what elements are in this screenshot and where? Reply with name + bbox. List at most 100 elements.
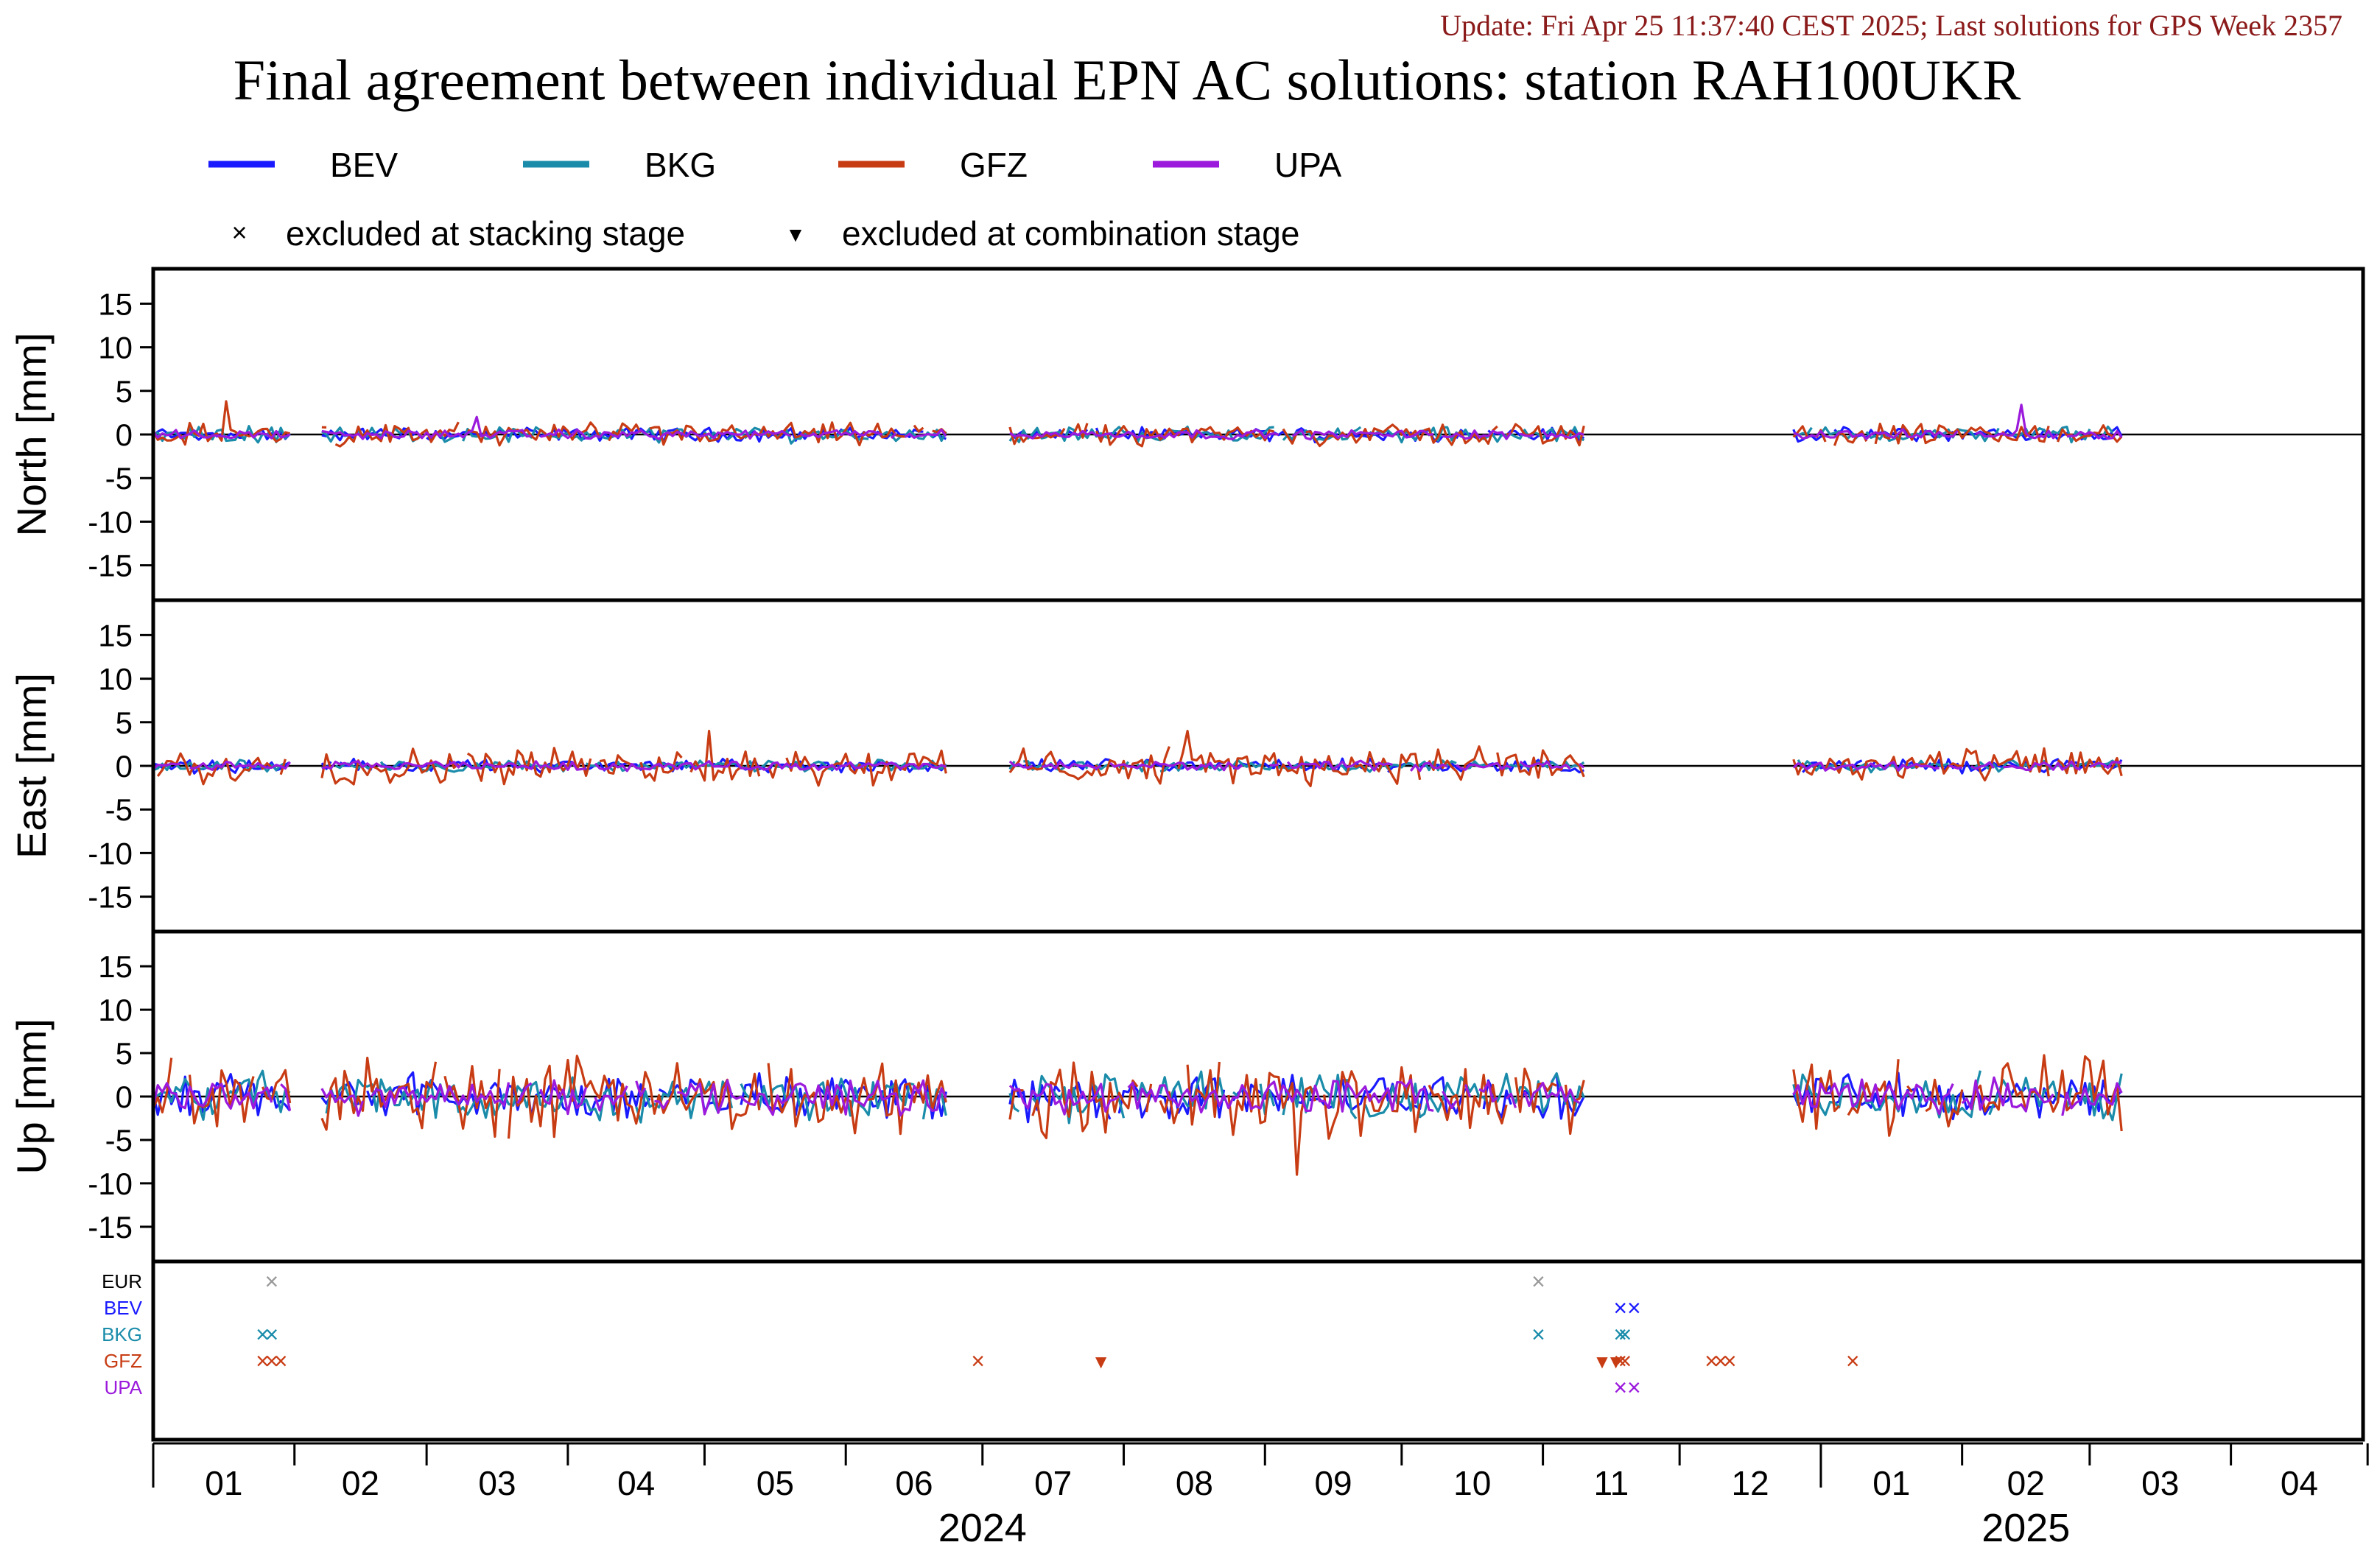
series-line-upa bbox=[540, 428, 792, 440]
legend-marker-symbol-1: ▼ bbox=[785, 223, 806, 246]
x-month-label: 10 bbox=[1453, 1464, 1491, 1502]
series-line-gfz bbox=[1227, 1071, 1316, 1176]
series-line-upa bbox=[1519, 760, 1571, 770]
series-line-upa bbox=[152, 1082, 273, 1110]
y-tick-label: -15 bbox=[88, 880, 133, 915]
series-line-gfz bbox=[1514, 1067, 1557, 1113]
series-line-gfz bbox=[1506, 423, 1585, 447]
series-line-upa bbox=[1269, 763, 1279, 767]
y-tick-label: -10 bbox=[88, 1166, 133, 1201]
series-line-upa bbox=[594, 1085, 628, 1112]
series-line-bkg bbox=[1465, 760, 1489, 770]
x-month-label: 12 bbox=[1731, 1464, 1769, 1502]
series-line-bkg bbox=[2020, 1077, 2060, 1108]
series-line-gfz bbox=[1564, 1080, 1585, 1136]
series-line-gfz bbox=[1008, 746, 1170, 785]
series-line-upa bbox=[539, 1079, 588, 1116]
series-line-upa bbox=[321, 415, 532, 440]
series-line-bev bbox=[1008, 1078, 1061, 1124]
x-month-label: 11 bbox=[1593, 1464, 1629, 1502]
combination-exclusion-mark: ▼ bbox=[1092, 1351, 1111, 1373]
series-line-upa bbox=[1961, 1076, 2054, 1113]
series-line-upa bbox=[1008, 1083, 1120, 1116]
y-tick-label: -10 bbox=[88, 836, 133, 870]
series-line-gfz bbox=[152, 400, 290, 446]
x-year-label: 2024 bbox=[938, 1506, 1027, 1545]
series-line-upa bbox=[1409, 761, 1448, 772]
exclusion-row-label-gfz: GFZ bbox=[104, 1350, 142, 1372]
series-line-upa bbox=[799, 429, 883, 439]
exclusion-frame bbox=[151, 1259, 2365, 1442]
exclusion-panel: EUR × ×BEV × ×BKG ×× × ××GFZ ××× × ×× ××× ×▼ ▼▼UPA × × bbox=[102, 1259, 2365, 1442]
series-line-upa bbox=[1975, 404, 2059, 440]
y-tick-label: -5 bbox=[105, 461, 133, 496]
series-line-upa bbox=[152, 429, 291, 440]
stacking-exclusion-mark: × bbox=[1618, 1321, 1632, 1348]
series-line-gfz bbox=[1282, 428, 1299, 445]
series-line-upa bbox=[2066, 429, 2123, 440]
series-line-gfz bbox=[1031, 1061, 1139, 1140]
panel-0: 15 10 5 0 -5 -10 -15 North [mm] bbox=[8, 267, 2365, 602]
series-line-upa bbox=[635, 1080, 647, 1097]
y-tick-label: -15 bbox=[88, 549, 133, 583]
stacking-exclusion-mark: × bbox=[1618, 1348, 1632, 1374]
y-tick-label: 15 bbox=[98, 949, 133, 984]
stacking-exclusion-mark: × bbox=[264, 1348, 278, 1374]
series-line-bkg bbox=[152, 760, 228, 772]
series-line-gfz bbox=[767, 761, 779, 779]
y-tick-label: 10 bbox=[98, 662, 133, 697]
legend: BEV BKG GFZ UPA × excluded at stacking stage ▼… bbox=[208, 146, 1341, 253]
x-year-label: 2025 bbox=[1981, 1506, 2070, 1545]
stacking-exclusion-mark: × bbox=[256, 1348, 270, 1374]
series-line-gfz bbox=[1888, 747, 2050, 782]
series-line-bkg bbox=[435, 431, 454, 443]
combination-exclusion-mark: ▼ bbox=[1607, 1351, 1626, 1373]
update-text: Update: Fri Apr 25 11:37:40 CEST 2025; L… bbox=[1440, 9, 2342, 42]
series-line-upa bbox=[1127, 1078, 1434, 1114]
legend-label-gfz: GFZ bbox=[960, 146, 1028, 184]
stacking-exclusion-mark: × bbox=[1723, 1348, 1737, 1374]
series-line-gfz bbox=[2057, 424, 2123, 443]
series-line-upa bbox=[654, 1099, 670, 1110]
y-tick-label: -15 bbox=[88, 1210, 133, 1245]
x-month-label: 03 bbox=[2141, 1464, 2179, 1502]
series-line-bkg bbox=[2007, 425, 2091, 444]
stacking-exclusion-mark: × bbox=[1531, 1268, 1545, 1295]
series-line-gfz bbox=[649, 421, 905, 447]
series-line-upa bbox=[1792, 1078, 1954, 1116]
plot-panels: 15 10 5 0 -5 -10 -15 North [mm] 15 10 5 0 -5 -10 -15 Ea… bbox=[8, 267, 2365, 1442]
series-line-bkg bbox=[234, 759, 287, 773]
series-line-gfz bbox=[1874, 422, 2050, 445]
series-line-upa bbox=[2061, 1082, 2123, 1116]
series-line-upa bbox=[904, 429, 947, 440]
stacking-exclusion-mark: × bbox=[971, 1348, 985, 1374]
stacking-exclusion-mark: × bbox=[1627, 1374, 1641, 1401]
stacking-exclusion-mark: × bbox=[1846, 1348, 1860, 1374]
legend-marker-symbol-0: × bbox=[231, 217, 247, 247]
series-line-gfz bbox=[320, 1056, 438, 1131]
series-line-upa bbox=[321, 760, 586, 771]
y-tick-label: 15 bbox=[98, 286, 133, 321]
series-line-gfz bbox=[913, 424, 924, 433]
stacking-exclusion-mark: × bbox=[1613, 1321, 1627, 1348]
series-line-upa bbox=[1008, 428, 1279, 440]
series-line-upa bbox=[152, 762, 181, 770]
series-line-gfz bbox=[767, 1062, 947, 1136]
series-line-gfz bbox=[466, 747, 592, 786]
stacking-exclusion-mark: × bbox=[256, 1321, 270, 1348]
series-line-bev bbox=[366, 1071, 482, 1116]
series-line-upa bbox=[1464, 1084, 1472, 1097]
y-axis-label: North [mm] bbox=[8, 333, 55, 537]
x-month-label: 01 bbox=[205, 1464, 242, 1502]
series-line-gfz bbox=[152, 1057, 173, 1113]
series-line-gfz bbox=[320, 747, 460, 786]
series-line-upa bbox=[594, 760, 947, 772]
series-line-gfz bbox=[156, 752, 273, 786]
series-line-upa bbox=[677, 1079, 947, 1117]
series-line-gfz bbox=[1177, 729, 1422, 788]
stacking-exclusion-mark: × bbox=[274, 1348, 288, 1374]
series-line-upa bbox=[1109, 761, 1243, 772]
series-line-upa bbox=[1542, 429, 1584, 440]
x-month-label: 09 bbox=[1314, 1464, 1352, 1502]
series-line-upa bbox=[1793, 428, 1959, 440]
